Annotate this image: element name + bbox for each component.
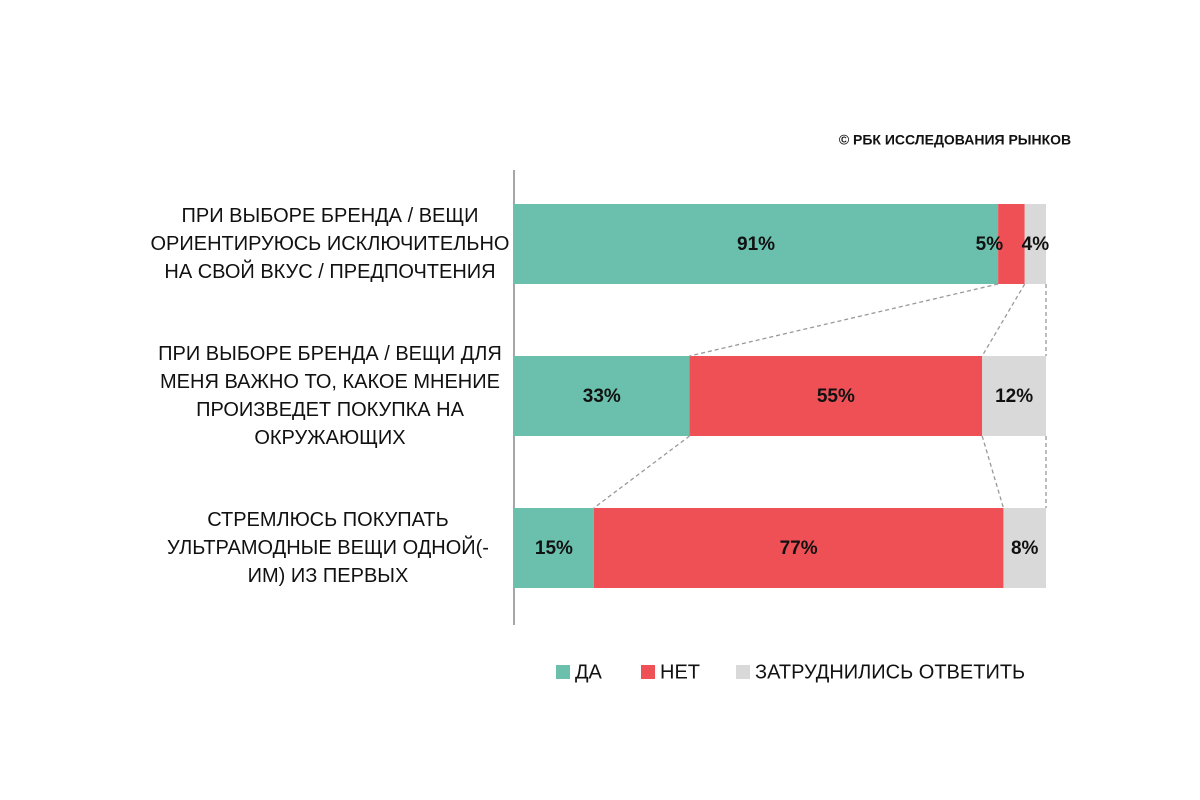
bar-segment: [514, 204, 999, 284]
data-label: 5%: [976, 234, 1004, 255]
bar-segment: [998, 204, 1025, 284]
bar-segment: [982, 356, 1046, 436]
category-label: СТРЕМЛЮСЬ ПОКУПАТЬ УЛЬТРАМОДНЫЕ ВЕЩИ ОДН…: [167, 509, 489, 587]
bar-segment: [1003, 508, 1046, 588]
bar-segment: [514, 356, 690, 436]
bar-segment: [1024, 204, 1046, 284]
legend-swatch: [641, 665, 655, 679]
bar-segment: [689, 356, 983, 436]
bar-segment: [514, 508, 594, 588]
legend-swatch: [736, 665, 750, 679]
connector: [593, 435, 690, 509]
legend-label: НЕТ: [660, 661, 700, 683]
data-label: 77%: [780, 538, 818, 559]
data-label: 15%: [535, 538, 573, 559]
data-label: 33%: [583, 386, 621, 407]
data-label: 8%: [1011, 538, 1039, 559]
legend-swatch: [556, 665, 570, 679]
data-label: 4%: [1022, 234, 1050, 255]
data-label: 91%: [737, 234, 775, 255]
connector: [981, 435, 1005, 509]
legend-label: ДА: [575, 661, 603, 683]
data-label: 12%: [995, 386, 1033, 407]
category-label: ПРИ ВЫБОРЕ БРЕНДА / ВЕЩИ ОРИЕНТИРУЮСЬ ИС…: [150, 205, 510, 283]
data-label: 55%: [817, 386, 855, 407]
legend-label: ЗАТРУДНИЛИСЬ ОТВЕТИТЬ: [755, 661, 1025, 683]
bar-segment: [593, 508, 1004, 588]
connector: [689, 283, 999, 357]
connector: [981, 283, 1026, 357]
source: © РБК ИССЛЕДОВАНИЯ РЫНКОВ: [839, 132, 1071, 148]
category-label: ПРИ ВЫБОРЕ БРЕНДА / ВЕЩИ ДЛЯ МЕНЯ ВАЖНО …: [158, 343, 502, 449]
